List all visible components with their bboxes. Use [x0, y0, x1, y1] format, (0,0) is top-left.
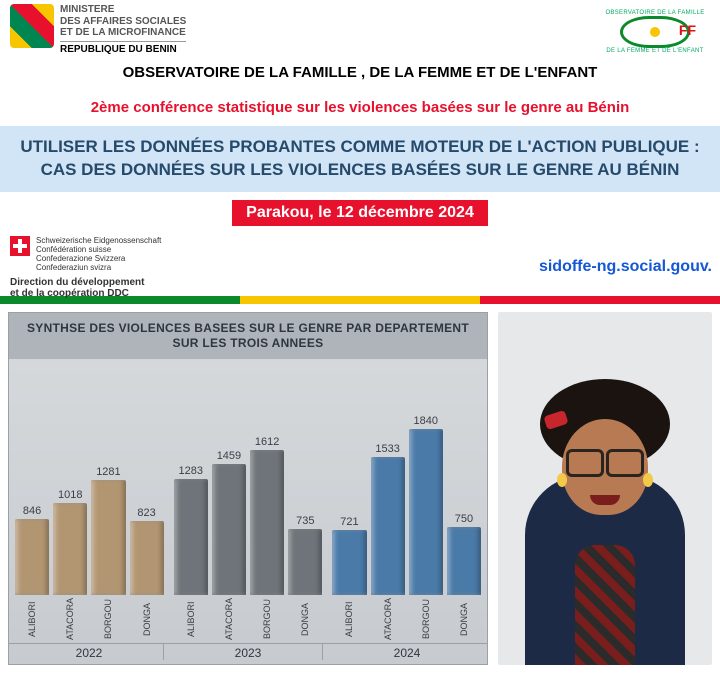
dept-label: BORGOU — [103, 595, 113, 643]
ministry-line3: ET DE LA MICROFINANCE — [60, 27, 186, 39]
dept-label: ALIBORI — [344, 595, 354, 643]
bar-value: 1459 — [217, 450, 241, 462]
bar-value: 823 — [137, 507, 155, 519]
chart-title: SYNTHSE DES VIOLENCES BASEES SUR LE GENR… — [9, 313, 487, 359]
bar-rect — [174, 479, 208, 594]
bar-2024-borgou: 1840 — [409, 415, 443, 595]
ff-mark-icon: FF — [679, 22, 696, 38]
bar-group-2022: 846 1018 1281 823 — [15, 466, 164, 595]
dept-label: DONGA — [142, 595, 152, 643]
chart-xaxis: ALIBORI ATACORA BORGOU DONGA ALIBORI ATACORA B… — [9, 595, 487, 643]
ddc-line1: Direction du développement — [10, 277, 710, 288]
year-label-2022: 2022 — [15, 644, 164, 660]
dept-label: ATACORA — [65, 595, 75, 643]
bar-2022-alibori: 846 — [15, 505, 49, 595]
dept-label: BORGOU — [421, 595, 431, 643]
bar-2023-borgou: 1612 — [250, 436, 284, 595]
bar-value: 846 — [23, 505, 41, 517]
ddc-line2: et de la coopération DDC — [10, 288, 710, 299]
bar-2023-donga: 735 — [288, 515, 322, 595]
event-bar-wrap: Parakou, le 12 décembre 2024 — [0, 192, 720, 232]
header-strip: MINISTERE DES AFFAIRES SOCIALES ET DE LA… — [0, 0, 720, 60]
year-label-2024: 2024 — [333, 644, 481, 660]
swiss-l1: Schweizerische Eidgenossenschaft — [36, 236, 161, 245]
bar-rect — [91, 480, 125, 595]
bar-group-2024: 721 1533 1840 750 — [332, 415, 481, 595]
bottom-area: SYNTHSE DES VIOLENCES BASEES SUR LE GENR… — [0, 304, 720, 665]
dept-label: ALIBORI — [186, 595, 196, 643]
bar-2023-atacora: 1459 — [212, 450, 246, 595]
bar-value: 1840 — [414, 415, 438, 427]
dept-label: ALIBORI — [27, 595, 37, 643]
bar-value: 1533 — [375, 443, 399, 455]
speaker-portrait — [498, 312, 712, 665]
bar-value: 735 — [296, 515, 314, 527]
bar-value: 1283 — [179, 465, 203, 477]
website-url: sidoffe-ng.social.gouv. — [539, 258, 712, 276]
bar-2022-atacora: 1018 — [53, 489, 87, 595]
event-place-date: Parakou, le 12 décembre 2024 — [232, 200, 488, 226]
bar-rect — [212, 464, 246, 595]
chart-plot: 846 1018 1281 823 1283 1459 1612 735 721 1533 1840… — [9, 359, 487, 595]
portrait-earring-left-icon — [557, 473, 567, 487]
bar-rect — [409, 429, 443, 595]
bar-2022-borgou: 1281 — [91, 466, 125, 595]
swiss-l4: Confederaziun svizra — [36, 263, 161, 272]
ministry-line2: DES AFFAIRES SOCIALES — [60, 16, 186, 28]
dept-label: BORGOU — [262, 595, 272, 643]
bar-2024-alibori: 721 — [332, 516, 366, 595]
bar-group-2023: 1283 1459 1612 735 — [174, 436, 323, 595]
bar-value: 1018 — [58, 489, 82, 501]
bar-rect — [53, 503, 87, 595]
bar-value: 1612 — [255, 436, 279, 448]
obs-arc-bottom: DE LA FEMME ET DE L'ENFANT — [606, 48, 703, 54]
observatory-logo: OBSERVATOIRE DE LA FAMILLE DE LA FEMME E… — [600, 4, 710, 60]
swiss-flag-icon — [10, 236, 30, 256]
benin-emblem-icon — [10, 4, 54, 48]
bar-rect — [15, 519, 49, 595]
portrait-glasses-icon — [562, 449, 648, 469]
bar-rect — [250, 450, 284, 595]
dept-label: ATACORA — [224, 595, 234, 643]
bar-rect — [371, 457, 405, 595]
bar-rect — [130, 521, 164, 595]
swiss-l2: Confédération suisse — [36, 245, 161, 254]
portrait-earring-right-icon — [643, 473, 653, 487]
ministry-text: MINISTERE DES AFFAIRES SOCIALES ET DE LA… — [60, 4, 186, 55]
conference-subtitle: 2ème conférence statistique sur les viol… — [0, 89, 720, 126]
vbg-chart: SYNTHSE DES VIOLENCES BASEES SUR LE GENR… — [8, 312, 488, 665]
bar-2024-donga: 750 — [447, 513, 481, 595]
bar-value: 750 — [455, 513, 473, 525]
bar-2022-donga: 823 — [130, 507, 164, 595]
bar-2024-atacora: 1533 — [371, 443, 405, 595]
dept-label: DONGA — [459, 595, 469, 643]
bar-rect — [288, 529, 322, 595]
bar-2023-alibori: 1283 — [174, 465, 208, 594]
sponsor-row: Schweizerische Eidgenossenschaft Confédé… — [0, 232, 720, 296]
bar-value: 721 — [340, 516, 358, 528]
swiss-l3: Confederazione Svizzera — [36, 254, 161, 263]
year-label-2023: 2023 — [174, 644, 323, 660]
republic-line: REPUBLIQUE DU BENIN — [60, 41, 186, 56]
bar-rect — [447, 527, 481, 595]
swiss-text: Schweizerische Eidgenossenschaft Confédé… — [36, 236, 161, 273]
bar-rect — [332, 530, 366, 595]
ministry-line1: MINISTERE — [60, 4, 186, 16]
dept-label: DONGA — [300, 595, 310, 643]
dept-label: ATACORA — [383, 595, 393, 643]
theme-box: UTILISER LES DONNÉES PROBANTES COMME MOT… — [0, 126, 720, 192]
portrait-shirt-icon — [575, 545, 635, 665]
chart-year-axis: 2022 2023 2024 — [9, 643, 487, 664]
page-title: OBSERVATOIRE DE LA FAMILLE , DE LA FEMME… — [0, 60, 720, 89]
ministry-block: MINISTERE DES AFFAIRES SOCIALES ET DE LA… — [10, 4, 186, 55]
bar-value: 1281 — [96, 466, 120, 478]
